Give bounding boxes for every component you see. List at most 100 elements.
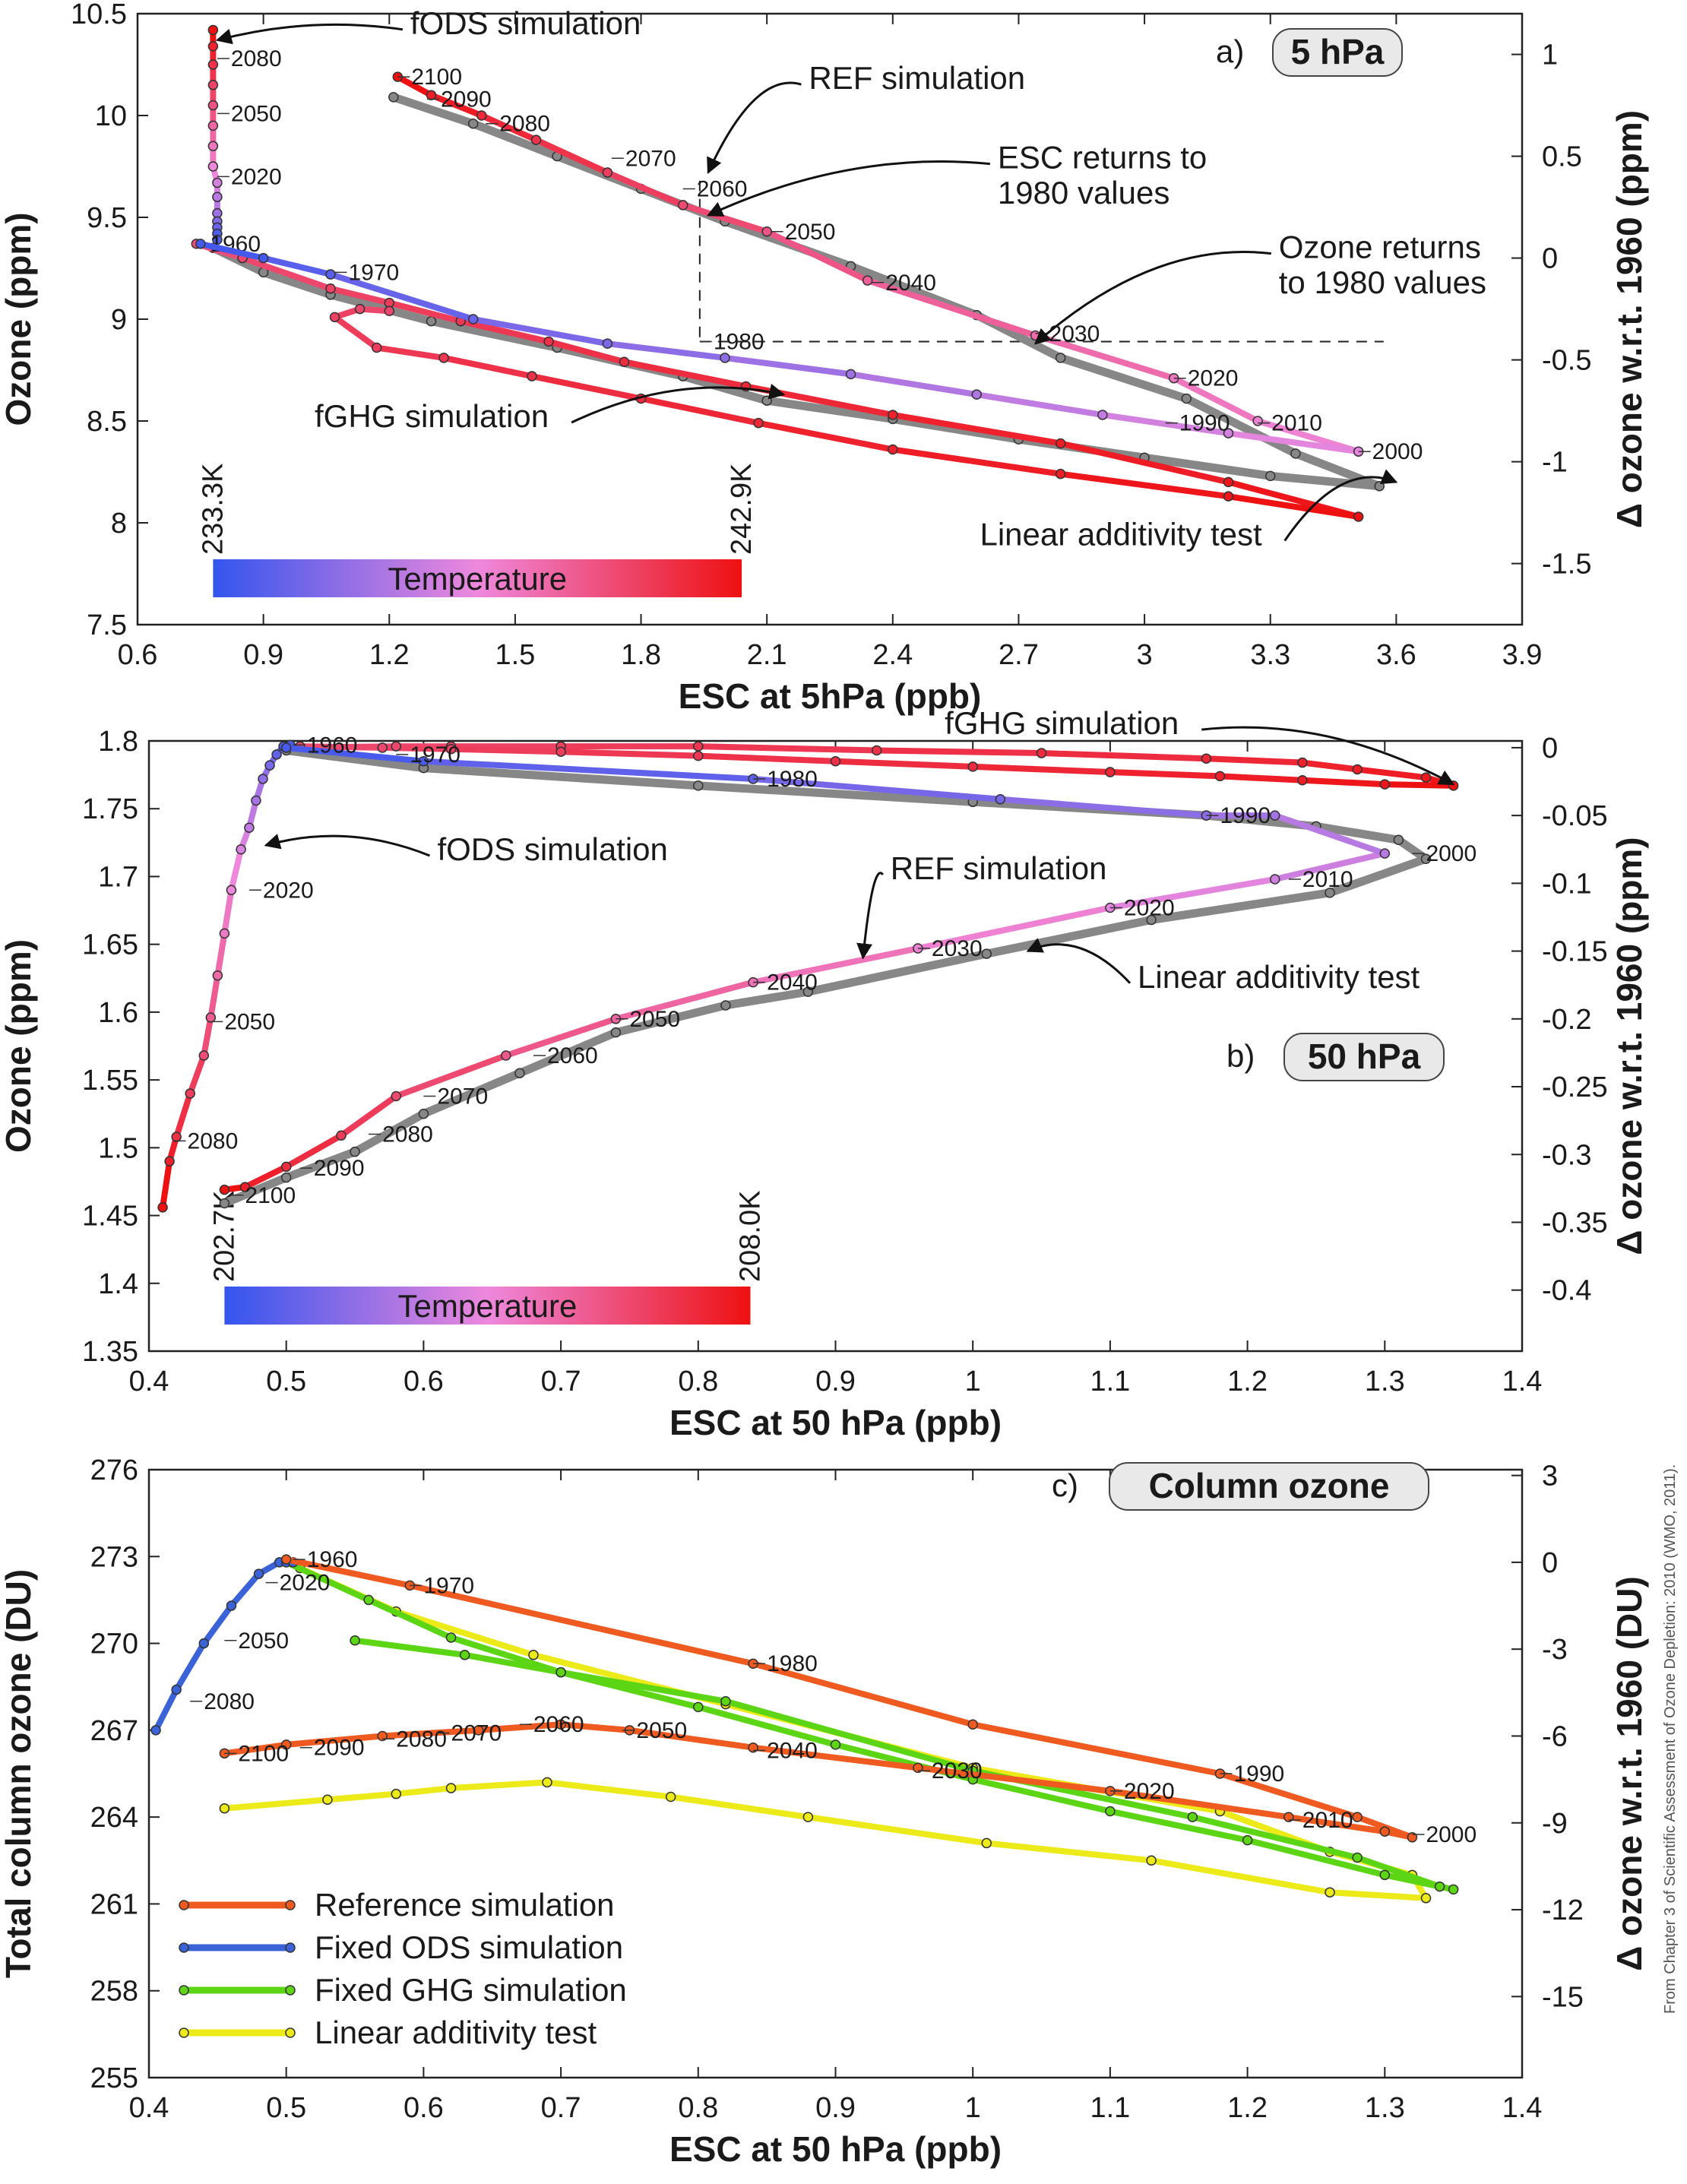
data-point bbox=[542, 1777, 552, 1788]
data-point bbox=[981, 1837, 992, 1849]
annotation-text: fGHG simulation bbox=[315, 398, 549, 434]
series-line-segment bbox=[393, 1052, 509, 1100]
series-line-segment bbox=[973, 391, 1106, 418]
y2-tick-label: -0.05 bbox=[1542, 800, 1608, 832]
series-line-segment bbox=[1285, 1814, 1388, 1835]
data-point bbox=[693, 750, 704, 761]
x-tick-label: 0.8 bbox=[678, 1366, 718, 1397]
year-label: 2080 bbox=[499, 112, 550, 137]
series-line-segment bbox=[546, 338, 628, 366]
data-point bbox=[251, 795, 261, 806]
x-tick-label: 0.7 bbox=[541, 1366, 581, 1397]
y-tick-label: 1.75 bbox=[82, 793, 138, 825]
data-point bbox=[219, 1198, 230, 1209]
series-line-segment bbox=[873, 747, 1045, 757]
y2-tick-label: -0.35 bbox=[1542, 1207, 1608, 1239]
data-point bbox=[610, 1027, 622, 1038]
legend-label: Fixed GHG simulation bbox=[315, 1972, 627, 2008]
series-line-segment bbox=[1140, 453, 1275, 480]
series-line-segment bbox=[1189, 1814, 1361, 1861]
year-label: 1970 bbox=[410, 742, 461, 768]
series-line-segment bbox=[420, 758, 757, 782]
x-tick-label: 0.9 bbox=[815, 2092, 856, 2124]
data-point bbox=[207, 24, 219, 36]
series-line-segment bbox=[259, 267, 335, 299]
y-tick-label: 8 bbox=[111, 508, 127, 540]
year-label: 2080 bbox=[231, 46, 282, 71]
data-point bbox=[445, 1632, 457, 1643]
series-fods: 2080 2050 2020 bbox=[157, 739, 314, 1213]
x-tick-label: 3.6 bbox=[1376, 639, 1416, 671]
series-line-segment bbox=[228, 1571, 262, 1610]
series-fghg bbox=[280, 741, 1459, 791]
y2-tick-label: -9 bbox=[1542, 1808, 1568, 1840]
series-line-segment bbox=[558, 1721, 633, 1733]
series-line-segment bbox=[722, 1698, 976, 1774]
data-point bbox=[244, 822, 255, 833]
panel-label: c) bbox=[1052, 1467, 1078, 1503]
panel-title: Column ozone bbox=[1149, 1466, 1390, 1505]
series-line-segment bbox=[214, 930, 228, 979]
series-line-segment bbox=[386, 299, 464, 324]
series-line-segment bbox=[1325, 854, 1431, 897]
data-point bbox=[1269, 874, 1280, 885]
y-tick-label: 255 bbox=[90, 2062, 138, 2094]
year-label: 2020 bbox=[1124, 895, 1175, 920]
series-line-segment bbox=[221, 1741, 290, 1757]
series-line-segment bbox=[1217, 1771, 1361, 1821]
series-line-segment bbox=[604, 340, 728, 361]
data-point bbox=[1036, 748, 1047, 758]
data-point bbox=[473, 1725, 484, 1736]
data-point bbox=[325, 283, 336, 294]
data-point bbox=[185, 1088, 195, 1099]
year-label: 1970 bbox=[348, 260, 399, 285]
year-label: 2020 bbox=[1124, 1779, 1175, 1804]
data-point bbox=[207, 80, 219, 90]
series-line-segment bbox=[1106, 1787, 1292, 1821]
series-line-segment bbox=[544, 1779, 674, 1800]
series-line-segment bbox=[327, 285, 393, 306]
data-point bbox=[967, 1719, 978, 1730]
legend-entry: Linear additivity test bbox=[179, 2015, 597, 2050]
data-point bbox=[1283, 1812, 1294, 1822]
series-line-segment bbox=[187, 1052, 207, 1097]
data-point bbox=[1223, 428, 1234, 438]
year-label: 2020 bbox=[1188, 366, 1239, 391]
data-point bbox=[748, 1742, 758, 1753]
series-line-segment bbox=[282, 1147, 359, 1182]
data-point bbox=[1434, 1881, 1445, 1892]
data-point bbox=[391, 1788, 402, 1799]
data-point bbox=[602, 167, 613, 178]
data-point bbox=[1420, 853, 1432, 864]
plot-frame bbox=[136, 12, 1524, 626]
y-tick-label: 7.5 bbox=[87, 609, 127, 641]
annotation-arrow bbox=[1283, 469, 1398, 542]
credit-text: From Chapter 3 of Scientific Assessment … bbox=[1662, 1464, 1679, 2014]
data-point bbox=[445, 743, 457, 755]
data-point bbox=[280, 1739, 292, 1750]
year-label: 2090 bbox=[314, 1736, 365, 1761]
y-tick-label: 1.6 bbox=[98, 997, 138, 1029]
series-line-segment bbox=[515, 1028, 620, 1078]
year-label: 2050 bbox=[629, 1007, 680, 1032]
data-point bbox=[280, 1172, 292, 1183]
year-label: 2020 bbox=[231, 164, 282, 189]
y2-tick-label: -0.25 bbox=[1542, 1071, 1608, 1103]
colorbar-min-label: 233.3K bbox=[197, 464, 229, 555]
data-point bbox=[219, 1184, 230, 1195]
series-line-segment bbox=[1312, 821, 1403, 844]
annotation-arrow bbox=[215, 23, 404, 45]
annotation-text: REF simulation bbox=[891, 850, 1107, 886]
legend-entry: Fixed ODS simulation bbox=[179, 1929, 623, 1965]
data-point bbox=[971, 389, 982, 400]
series-line-segment bbox=[982, 916, 1156, 958]
y2-axis-label: Δ ozone w.r.t. 1960 (ppm) bbox=[1609, 837, 1649, 1255]
year-label: 2050 bbox=[785, 220, 836, 245]
series-line-segment bbox=[207, 972, 221, 1021]
y-tick-label: 273 bbox=[90, 1541, 138, 1573]
series-line-segment bbox=[407, 1582, 757, 1667]
year-label: 2020 bbox=[280, 1571, 331, 1596]
annotation-arrow bbox=[571, 383, 786, 424]
series-line-segment bbox=[755, 419, 896, 453]
year-label: 1970 bbox=[423, 1573, 474, 1598]
